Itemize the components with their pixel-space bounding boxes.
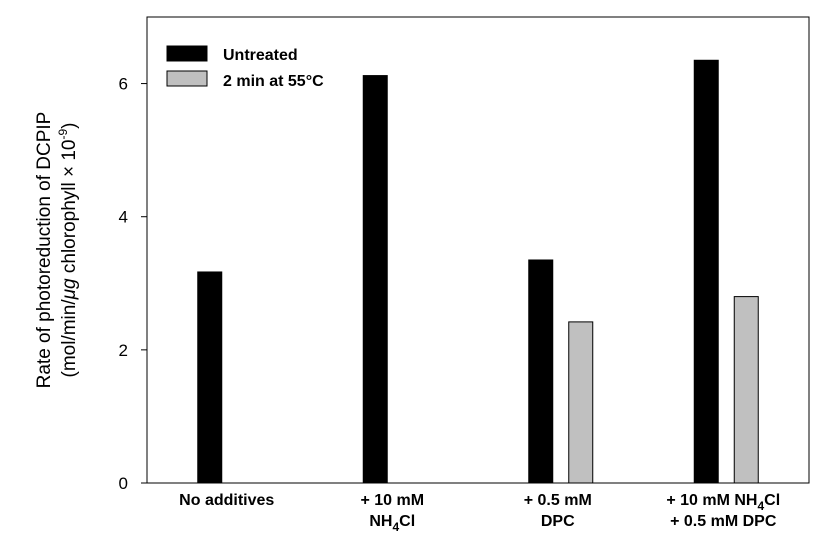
y-tick-label: 0 — [119, 474, 128, 493]
bar-untreated-3 — [693, 59, 719, 484]
legend-label-heated: 2 min at 55°C — [223, 73, 324, 90]
category-label-1-0: + 10 mM — [360, 492, 424, 509]
y-axis-label: Rate of photoreduction of DCPIP (mol/min… — [34, 112, 80, 389]
category-label-3-0: + 10 mM NH4Cl — [666, 492, 780, 513]
legend-swatch-heated — [166, 70, 208, 87]
y-axis-label-line1: Rate of photoreduction of DCPIP — [34, 112, 55, 389]
bars — [197, 59, 759, 484]
category-label-3-1: + 0.5 mM DPC — [670, 513, 777, 530]
category-label-2-1: DPC — [541, 513, 575, 530]
bar-untreated-0 — [197, 271, 223, 484]
category-label-2-0: + 0.5 mM — [524, 492, 592, 509]
category-label-1-1: NH4Cl — [369, 513, 415, 534]
category-label-0-0: No additives — [179, 492, 274, 509]
bar-untreated-2 — [528, 259, 554, 484]
y-axis-label-line2: (mol/min/μg chlorophyll × 10-9) — [56, 122, 80, 377]
bar-heated-2 — [568, 321, 594, 484]
y-tick-label: 4 — [119, 208, 128, 227]
bar-heated-3 — [733, 296, 759, 484]
y-tick-label: 2 — [119, 341, 128, 360]
category-labels: No additives + 10 mM NH4Cl + 0.5 mM DPC + 10 … — [179, 492, 780, 534]
y-axis: 0 2 4 6 — [119, 75, 147, 493]
plot-frame — [146, 16, 810, 484]
y-tick-label: 6 — [119, 75, 128, 94]
legend-label-untreated: Untreated — [223, 47, 298, 64]
bar-untreated-1 — [362, 75, 388, 484]
legend-swatch-untreated — [166, 45, 208, 62]
legend: Untreated 2 min at 55°C — [166, 45, 324, 90]
